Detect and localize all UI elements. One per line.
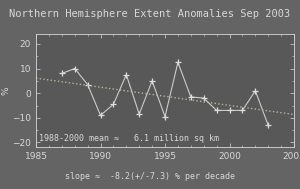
Text: slope ≈  -8.2(+/-7.3) % per decade: slope ≈ -8.2(+/-7.3) % per decade <box>65 172 235 181</box>
Y-axis label: %: % <box>2 86 11 95</box>
Text: Northern Hemisphere Extent Anomalies Sep 2003: Northern Hemisphere Extent Anomalies Sep… <box>9 9 291 19</box>
Text: 1988-2000 mean ≈   6.1 million sq km: 1988-2000 mean ≈ 6.1 million sq km <box>39 134 219 143</box>
